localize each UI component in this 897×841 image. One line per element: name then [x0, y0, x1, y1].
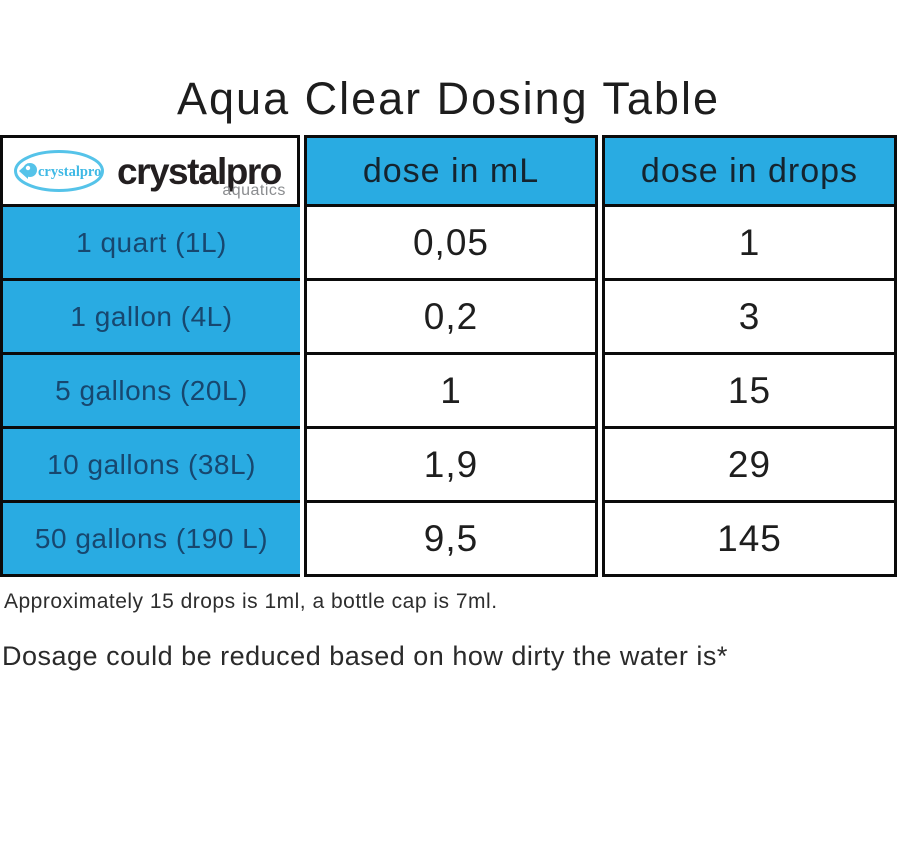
brand-subtitle: aquatics	[222, 181, 286, 199]
value-drops-10-gallons: 29	[602, 426, 897, 503]
column-dose-ml: dose in mL 0,05 0,2 1 1,9 9,5	[304, 135, 598, 577]
brand-name: crystalpro	[117, 150, 282, 192]
note-dosage-disclaimer: Dosage could be reduced based on how dir…	[2, 641, 728, 671]
row-label-50-gallons: 50 gallons (190 L)	[0, 500, 300, 577]
brand-wordmark: crystalpro aquatics	[117, 150, 285, 199]
dosing-table: crystalpro crystalpro aquatics 1 quart (…	[0, 135, 897, 577]
svg-text:crystalpro: crystalpro	[38, 164, 101, 180]
value-ml-10-gallons: 1,9	[304, 426, 598, 503]
row-label-5-gallons: 5 gallons (20L)	[0, 352, 300, 429]
row-label-10-gallons: 10 gallons (38L)	[0, 426, 300, 503]
row-label-1-gallon: 1 gallon (4L)	[0, 278, 300, 355]
value-ml-50-gallons: 9,5	[304, 500, 598, 577]
value-drops-1-quart: 1	[602, 204, 897, 281]
logo-cell: crystalpro crystalpro aquatics	[0, 135, 300, 207]
note-drops-conversion: Approximately 15 drops is 1ml, a bottle …	[4, 590, 498, 613]
column-tank-size: crystalpro crystalpro aquatics 1 quart (…	[0, 135, 300, 577]
value-ml-1-quart: 0,05	[304, 204, 598, 281]
column-dose-drops: dose in drops 1 3 15 29 145	[602, 135, 897, 577]
value-ml-5-gallons: 1	[304, 352, 598, 429]
crystalpro-badge-icon: crystalpro	[14, 150, 104, 192]
value-drops-50-gallons: 145	[602, 500, 897, 577]
column-header-drops: dose in drops	[602, 135, 897, 207]
value-ml-1-gallon: 0,2	[304, 278, 598, 355]
value-drops-5-gallons: 15	[602, 352, 897, 429]
row-label-1-quart: 1 quart (1L)	[0, 204, 300, 281]
column-header-ml: dose in mL	[304, 135, 598, 207]
page-title: Aqua Clear Dosing Table	[177, 73, 720, 124]
value-drops-1-gallon: 3	[602, 278, 897, 355]
